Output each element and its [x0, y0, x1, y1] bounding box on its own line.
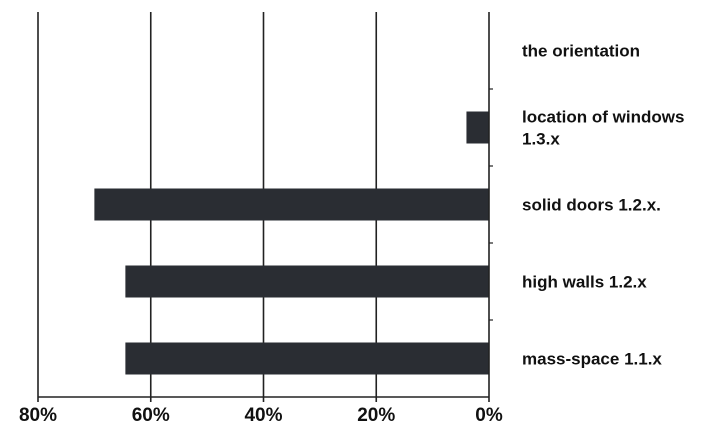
x-tick-label: 20% — [357, 405, 395, 426]
category-labels: the orientation location of windows 1.3.x s… — [522, 42, 684, 369]
x-tick-label: 80% — [19, 405, 57, 426]
category-label: high walls 1.2.x — [522, 273, 647, 292]
bars — [94, 111, 489, 375]
x-tick-label: 40% — [244, 405, 282, 426]
category-label: solid doors 1.2.x. — [522, 196, 661, 215]
category-label: 1.3.x — [522, 130, 560, 149]
category-label: the orientation — [522, 42, 640, 61]
axes — [37, 12, 493, 402]
bar — [94, 188, 489, 221]
x-tick-label: 0% — [475, 405, 503, 426]
x-tick-labels: 80% 60% 40% 20% 0% — [19, 405, 503, 426]
category-label: location of windows — [522, 108, 684, 127]
category-label: mass-space 1.1.x — [522, 350, 662, 369]
x-tick-label: 60% — [132, 405, 170, 426]
bar — [125, 265, 489, 298]
bar — [125, 342, 489, 375]
bar — [466, 111, 489, 144]
